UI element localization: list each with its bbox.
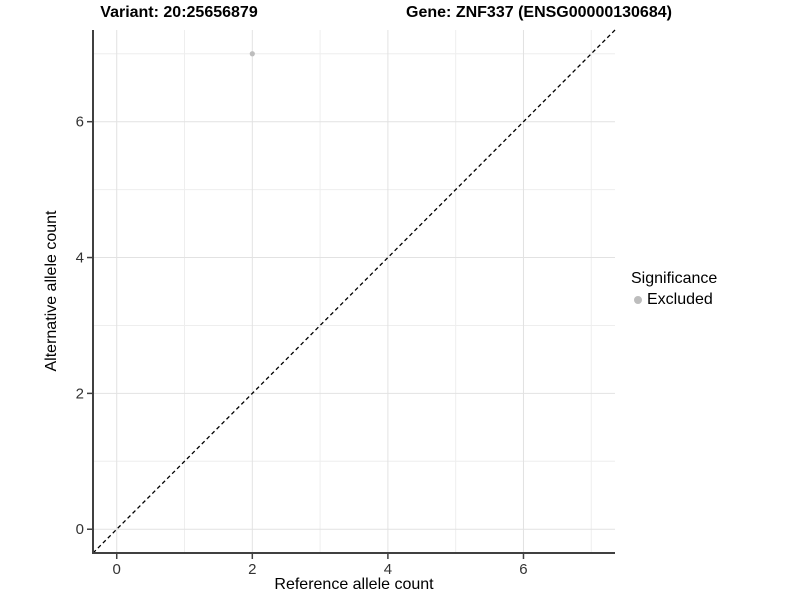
legend-entry-label: Excluded — [647, 291, 713, 308]
x-tick-label: 2 — [248, 561, 256, 578]
identity-dashed-line — [92, 29, 616, 554]
legend: Significance Excluded — [631, 270, 717, 309]
y-tick-label: 0 — [76, 521, 84, 538]
excluded-point-swatch-icon — [634, 296, 642, 304]
plot-title-gene: Gene: ZNF337 (ENSG00000130684) — [406, 4, 672, 21]
plot-title-variant: Variant: 20:25656879 — [100, 4, 258, 21]
x-tick-label: 0 — [113, 561, 121, 578]
y-tick-label: 2 — [76, 385, 84, 402]
y-axis-title: Alternative allele count — [43, 210, 60, 372]
x-tick-label: 6 — [519, 561, 527, 578]
x-axis-title: Reference allele count — [274, 576, 434, 593]
legend-title: Significance — [631, 270, 718, 287]
legend-entry-excluded: Excluded — [631, 291, 717, 309]
data-point — [249, 51, 255, 57]
y-tick-label: 4 — [76, 250, 84, 267]
x-tick-label: 4 — [384, 561, 392, 578]
y-tick-label: 6 — [76, 114, 84, 131]
